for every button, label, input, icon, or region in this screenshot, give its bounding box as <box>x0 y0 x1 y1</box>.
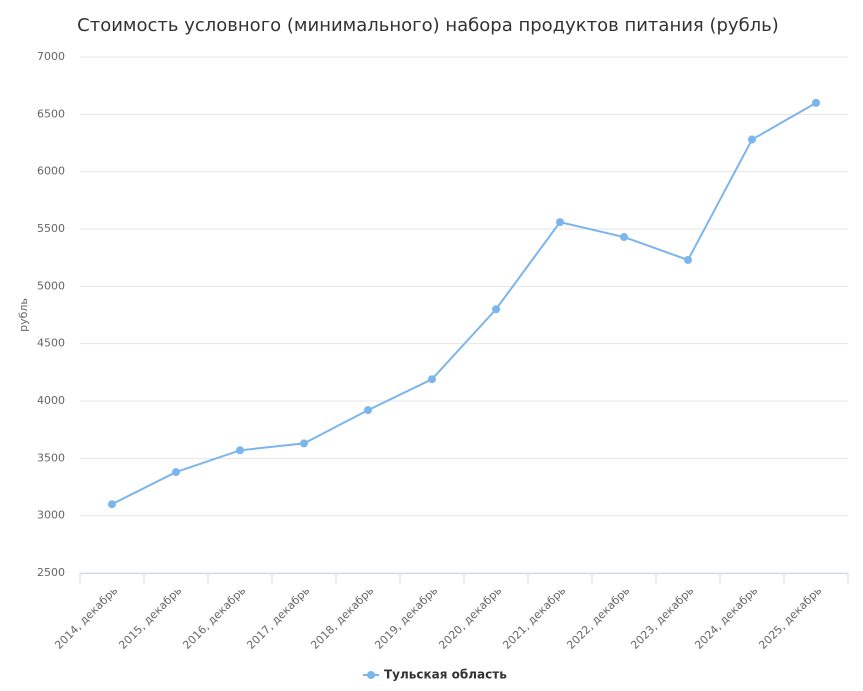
x-tick-label: 2023, декабрь <box>628 584 696 652</box>
point <box>108 500 116 509</box>
x-tick-label: 2014, декабрь <box>52 584 120 652</box>
x-tick-label: 2025, декабрь <box>756 584 824 652</box>
x-tick-label: 2024, декабрь <box>692 584 760 652</box>
chart-title: Стоимость условного (минимального) набор… <box>77 15 779 36</box>
y-tick-label: 7000 <box>37 50 65 63</box>
y-tick-label: 4500 <box>37 337 65 350</box>
y-tick-label: 2500 <box>37 566 65 579</box>
point <box>748 135 756 144</box>
x-tick-label: 2021, декабрь <box>500 584 568 652</box>
x-tick-label: 2022, декабрь <box>564 584 632 652</box>
y-tick-label: 5000 <box>37 279 65 292</box>
legend-item[interactable]: Тульская область <box>363 668 507 682</box>
x-tick-label: 2016, декабрь <box>180 584 248 652</box>
point <box>684 255 692 264</box>
y-tick-label: 6500 <box>37 107 65 120</box>
point <box>812 98 820 107</box>
point <box>620 233 628 242</box>
y-tick-label: 3000 <box>37 509 65 522</box>
x-tick-label: 2015, декабрь <box>116 584 184 652</box>
point <box>364 406 372 415</box>
point <box>428 375 436 384</box>
point <box>556 218 564 227</box>
legend-symbol <box>367 671 375 679</box>
x-tick-label: 2019, декабрь <box>372 584 440 652</box>
x-tick-label: 2018, декабрь <box>308 584 376 652</box>
point <box>300 439 308 448</box>
point <box>172 468 180 477</box>
point <box>492 305 500 314</box>
line <box>111 101 817 506</box>
y-tick-label: 3500 <box>37 451 65 464</box>
y-tick-label: 6000 <box>37 165 65 178</box>
x-tick-label: 2017, декабрь <box>244 584 312 652</box>
y-tick-label: 4000 <box>37 394 65 407</box>
x-tick-label: 2020, декабрь <box>436 584 504 652</box>
y-tick-label: 5500 <box>37 222 65 235</box>
legend-label: Тульская область <box>384 668 507 682</box>
point <box>236 446 244 455</box>
y-axis-label: рубль <box>17 298 30 332</box>
